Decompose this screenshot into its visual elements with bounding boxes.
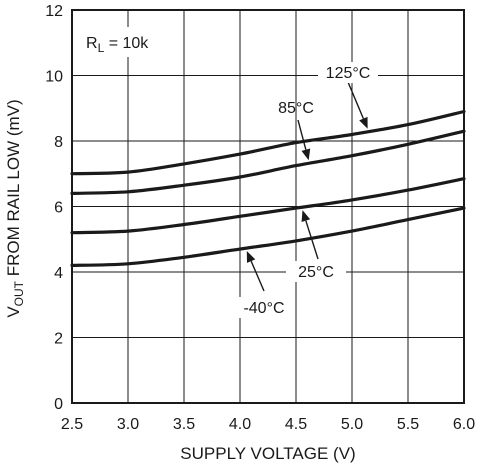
plot-frame xyxy=(71,9,465,404)
series-label: 25°C xyxy=(298,264,334,281)
y-axis-title-main: V xyxy=(4,306,23,318)
series-label: 125°C xyxy=(326,65,371,82)
annotation-label-background xyxy=(234,297,294,318)
y-tick-label: 4 xyxy=(54,265,63,282)
grid xyxy=(71,9,465,404)
series-label: -40°C xyxy=(243,300,284,317)
x-tick-label: 5.5 xyxy=(397,416,419,433)
y-tick-label: 12 xyxy=(45,3,63,20)
series-line xyxy=(70,109,466,176)
load-label-background xyxy=(80,27,172,57)
annotation-leader-line xyxy=(250,260,265,292)
series-line xyxy=(70,177,466,235)
annotation-leader-line xyxy=(305,220,319,260)
series-label: 85°C xyxy=(278,100,314,117)
y-tick-labels: 0 2 4 6 8 10 12 xyxy=(45,3,63,413)
x-tick-label: 4.0 xyxy=(229,416,251,433)
annotation-leader-line xyxy=(297,119,307,150)
load-label-sub: L xyxy=(98,41,105,55)
x-tick-label: 6.0 xyxy=(453,416,475,433)
annotation-arrowhead xyxy=(359,116,368,129)
annotation-leader-line xyxy=(347,81,365,119)
y-tick-label: 2 xyxy=(54,331,63,348)
y-tick-label: 6 xyxy=(54,200,63,217)
series-line xyxy=(70,129,466,195)
x-axis-title: SUPPLY VOLTAGE (V) xyxy=(180,444,355,463)
load-label-box: RL = 10k xyxy=(80,27,172,57)
load-label-rest: = 10k xyxy=(104,35,149,52)
load-label: RL = 10k xyxy=(86,35,149,55)
series-annotations: 125°C 85°C 25°C -40°C xyxy=(234,62,378,318)
x-tick-label: 4.5 xyxy=(285,416,307,433)
y-tick-label: 8 xyxy=(54,134,63,151)
y-tick-label: 0 xyxy=(54,396,63,413)
x-tick-label: 5.0 xyxy=(341,416,363,433)
annotation-arrowhead xyxy=(246,251,256,263)
y-axis-title-rest: FROM RAIL LOW (mV) xyxy=(4,99,23,281)
x-tick-labels: 2.5 3.0 3.5 4.0 4.5 5.0 5.5 6.0 xyxy=(61,416,475,433)
series-line xyxy=(70,206,466,267)
x-tick-label: 2.5 xyxy=(61,416,83,433)
annotation-arrowhead xyxy=(301,148,311,161)
y-axis-title-sub: OUT xyxy=(12,280,26,306)
load-label-main: R xyxy=(86,35,98,52)
x-tick-label: 3.5 xyxy=(173,416,195,433)
y-axis-title: VOUT FROM RAIL LOW (mV) xyxy=(4,99,26,317)
y-tick-label: 10 xyxy=(45,69,63,86)
x-tick-label: 3.0 xyxy=(117,416,139,433)
series-layer xyxy=(70,109,466,267)
annotation-label-background xyxy=(318,62,378,83)
annotation-label-background xyxy=(286,261,346,282)
annotation-arrowhead xyxy=(301,210,311,223)
